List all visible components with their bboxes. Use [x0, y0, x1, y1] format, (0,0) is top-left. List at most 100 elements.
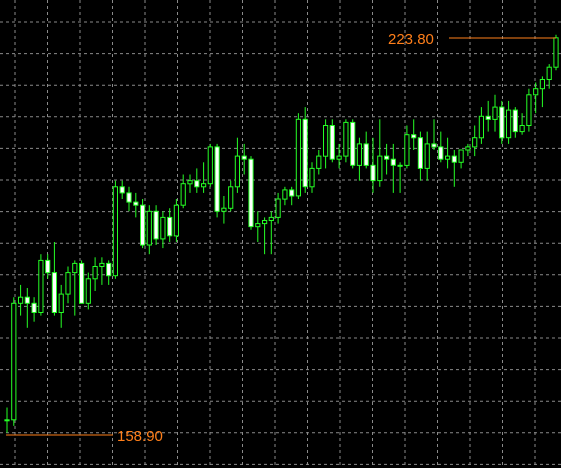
candle [45, 254, 51, 279]
max-price-label: 223.80 [388, 31, 434, 48]
candle [485, 100, 491, 132]
candle [526, 88, 532, 132]
candle [201, 162, 207, 193]
candle [506, 100, 512, 144]
candle [106, 260, 112, 285]
candle [309, 162, 315, 193]
candle-body [309, 167, 315, 188]
candle-body [194, 180, 200, 188]
candle-body [58, 293, 64, 314]
candle [451, 150, 457, 187]
candle [167, 208, 173, 242]
candle [295, 113, 301, 199]
candle [31, 297, 37, 322]
candle [302, 107, 308, 193]
candle [370, 137, 376, 193]
candle-body [397, 164, 403, 167]
candle-body [173, 204, 180, 237]
candle-body [323, 125, 329, 157]
candle [499, 100, 505, 144]
candles [4, 34, 559, 433]
candle [146, 205, 152, 255]
candle [465, 143, 471, 157]
candle-body [384, 155, 390, 160]
candle-body [255, 223, 261, 228]
candle-body [445, 155, 451, 160]
candle [384, 143, 390, 175]
candle-body [112, 186, 119, 277]
candle [323, 119, 329, 169]
candle-body [390, 158, 396, 166]
candle-body [458, 149, 464, 163]
candle-body [228, 186, 234, 209]
price-markers: 223.80 158.90 [6, 31, 556, 445]
candle [85, 272, 91, 310]
candle [553, 34, 559, 71]
candle [79, 260, 85, 304]
candle [180, 174, 186, 209]
candle [316, 150, 322, 175]
candle-body [404, 134, 410, 166]
candle [424, 131, 430, 181]
candle-body [343, 121, 349, 157]
candle [478, 107, 484, 144]
candle [262, 217, 268, 255]
candle [268, 211, 274, 255]
candle-body [417, 137, 423, 169]
candle-body [24, 296, 30, 304]
candle [221, 196, 227, 224]
candle-body [214, 146, 220, 212]
candle-body [234, 155, 241, 188]
candle [533, 82, 539, 114]
candle-body [140, 204, 146, 246]
min-price-label: 158.90 [117, 428, 163, 445]
candle-body [262, 220, 268, 225]
candle [363, 131, 369, 169]
candle [207, 143, 213, 187]
candle [255, 211, 261, 242]
candle-body [431, 143, 437, 148]
candle [18, 284, 24, 316]
candle [234, 137, 241, 193]
candle-body [106, 262, 112, 277]
candle [404, 125, 410, 169]
candle [431, 119, 437, 150]
candle-body [65, 272, 71, 295]
candle-body [472, 137, 478, 148]
candle [140, 199, 146, 249]
candle [38, 254, 44, 316]
candle-body [275, 198, 281, 218]
candle-body [295, 118, 301, 197]
candle [173, 199, 180, 242]
candle [112, 180, 119, 279]
candle-body [38, 259, 44, 313]
candle [160, 211, 166, 249]
candle-body [85, 278, 91, 304]
candle [438, 131, 444, 163]
candle [445, 137, 451, 169]
candle [336, 143, 342, 169]
candle-body [45, 259, 51, 274]
candle-body [187, 180, 193, 185]
candle [99, 257, 105, 285]
candle [539, 76, 545, 108]
candle-body [119, 186, 125, 194]
candle [329, 119, 335, 163]
candle-body [221, 207, 227, 212]
candle-body [438, 146, 444, 160]
candle-body [526, 94, 532, 127]
candle [397, 162, 403, 193]
candle [92, 257, 98, 291]
candle [289, 186, 295, 206]
candle-body [248, 158, 254, 228]
candle-body [478, 115, 484, 139]
candle-body [533, 88, 539, 96]
candle-body [51, 272, 57, 314]
candle-body [4, 419, 10, 422]
candle-body [72, 262, 78, 274]
candle [153, 205, 159, 245]
candle-body [207, 146, 213, 185]
candle-body [356, 143, 362, 166]
